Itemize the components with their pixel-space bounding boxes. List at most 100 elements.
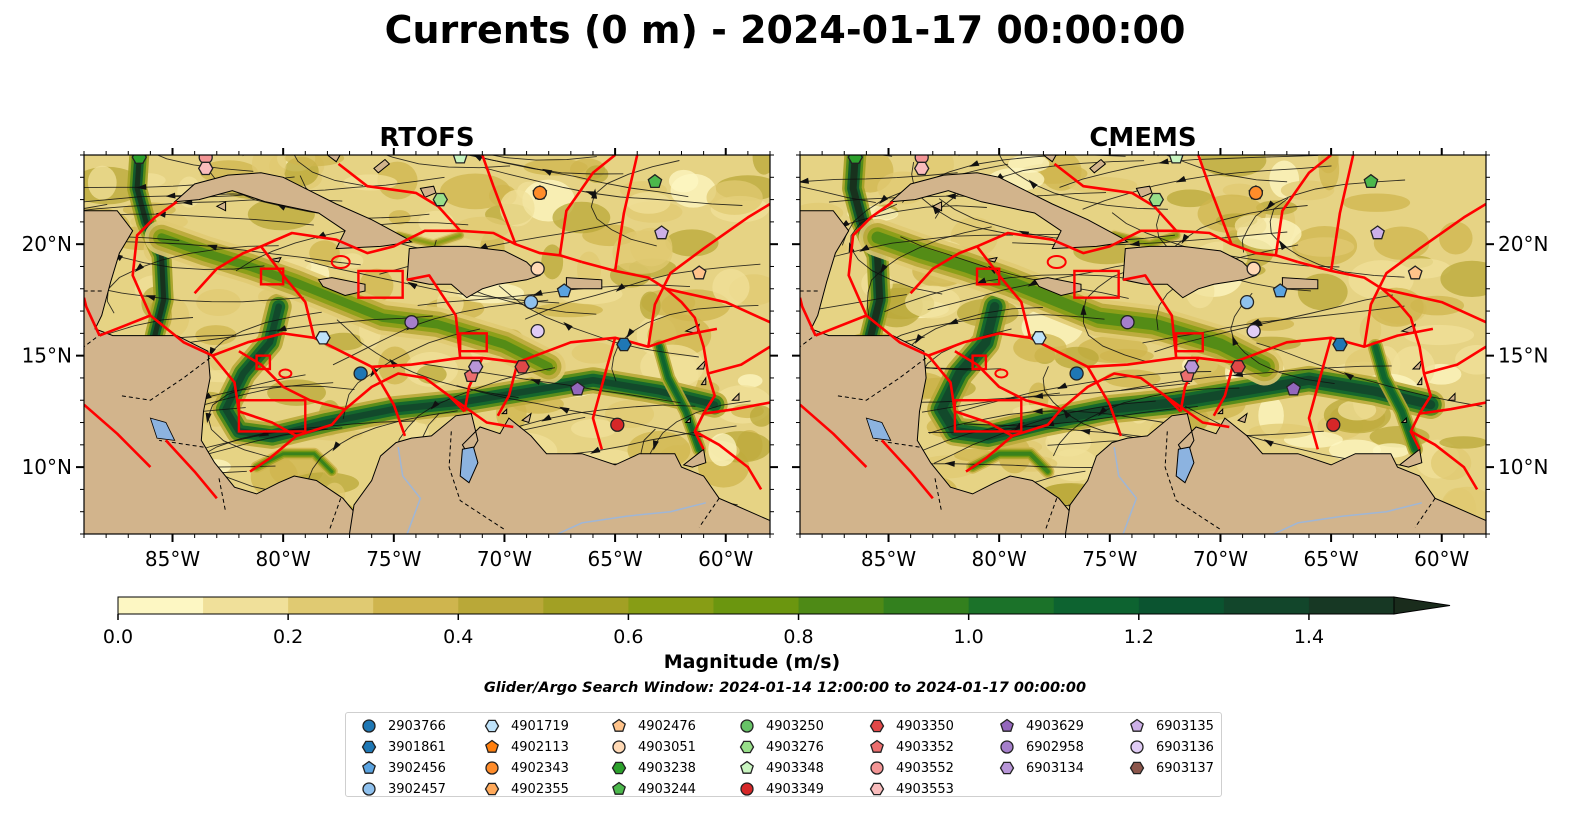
legend-marker [870,761,884,775]
legend-marker-hexagon-icon [484,719,500,733]
landmass [1122,245,1257,299]
legend-label: 3902456 [388,760,446,776]
river [1113,446,1138,534]
legend-item-4903553: 4903553 [866,780,954,798]
eez-boundary [909,245,978,295]
streamline-arrow [859,244,870,252]
lat-tick-label: 15°N [1498,344,1548,368]
float-marker-4902476 [691,265,707,280]
float-marker-4903350 [514,360,530,374]
float-marker-6903135 [1370,225,1385,240]
legend-item-4903238: 4903238 [608,759,696,777]
legend-marker-pentagon-icon [1000,718,1014,732]
float-marker-4903349 [610,417,625,432]
float-marker-4903051 [1246,261,1261,276]
eez-boundary-layer [800,155,1486,500]
legend-item-4903552: 4903552 [866,759,954,777]
map-ticks: 85°W 80°W 75°W 70°W 65°W 60°W 10°N 15°N 20°N [22,148,778,571]
lat-tick-label: 15°N [22,344,72,368]
eez-boundary [238,350,346,411]
streamline [928,410,1187,434]
colorbar-cells [117,596,1451,615]
colorbar-cell [968,597,1055,614]
float-marker-layer [131,155,707,432]
eez-boundary [238,372,466,438]
magnitude-patch [1430,446,1472,480]
magnitude-patch [1222,183,1257,197]
legend-marker-hexagon-icon [1129,761,1145,775]
legend-marker [869,719,885,733]
magnitude-patch [523,158,588,176]
float-marker-2903766 [1069,366,1084,381]
streamline-arrow [914,334,923,344]
magnitude-patch [1199,155,1267,177]
eez-boundary [1073,269,1120,299]
eez-boundary [994,368,1009,379]
streamline [938,198,1175,241]
legend-item-4903629: 4903629 [996,717,1084,735]
legend-label: 3901861 [388,739,446,755]
legend-marker [612,781,626,795]
streamline-arrow [1266,200,1275,210]
magnitude-patch [570,418,618,439]
streamline-arrow [879,194,889,205]
legend-marker-circle-icon [485,761,499,775]
streamline [420,363,681,404]
legend-item-6903135: 6903135 [1126,717,1214,735]
streamline [84,215,93,219]
lon-tick-label: 70°W [477,547,532,571]
streamline-arrow [800,177,809,184]
eez-boundary [1174,332,1204,353]
streamline [841,163,1009,246]
landmass [1281,277,1319,290]
magnitude-patch [665,229,719,257]
float-marker-4903244 [1363,173,1379,189]
map-ticks: 85°W 80°W 75°W 70°W 65°W 60°W 10°N 15°N 20°N [792,148,1548,571]
country-border [934,478,943,512]
lon-tick-label: 75°W [366,547,421,571]
magnitude-patch [534,302,603,318]
eez-boundary [800,403,868,469]
legend-item-4903352: 4903352 [866,738,954,756]
streamline-arrow [559,536,566,546]
legend-item-4903350: 4903350 [866,717,954,735]
float-marker-4903629 [570,381,585,396]
map-content [30,155,770,546]
legend-label: 4903552 [896,760,954,776]
magnitude-patch [1455,344,1486,375]
streamline-arrow [1028,179,1038,189]
magnitude-patch [905,285,961,319]
legend-label: 4903250 [766,718,824,734]
legend-item-3902457: 3902457 [358,780,446,798]
streamline [484,167,743,206]
streamline [800,186,876,204]
streamline-arrow [1057,382,1068,390]
legend-marker-circle-icon [870,761,884,775]
legend-label: 4903553 [896,781,954,797]
legend-item-4903348: 4903348 [736,759,824,777]
float-marker-2903766 [353,366,368,381]
eez-boundary [370,366,407,437]
float-marker-4903348 [1168,155,1184,164]
float-marker-4903276 [432,192,449,207]
eez-boundary [164,439,218,500]
magnitude-patch [1013,333,1067,363]
country-border [121,357,211,401]
eez-boundary [1307,337,1333,450]
eez-boundary [558,155,616,256]
colorbar-cell [1308,597,1395,614]
landmass [985,256,998,263]
eez-boundary [448,394,514,429]
float-marker-6903134 [1183,360,1200,374]
landmass [1042,155,1057,163]
magnitude-patch [1410,295,1465,316]
eez-boundary [1086,366,1123,437]
streamline-arrow [30,434,40,440]
eez-boundary [1329,155,1355,272]
streamline [998,155,1168,210]
magnitude-patch [1342,193,1411,212]
country-border [1414,498,1436,528]
map-title: RTOFS [379,123,474,153]
magnitude-patch [1050,448,1098,482]
